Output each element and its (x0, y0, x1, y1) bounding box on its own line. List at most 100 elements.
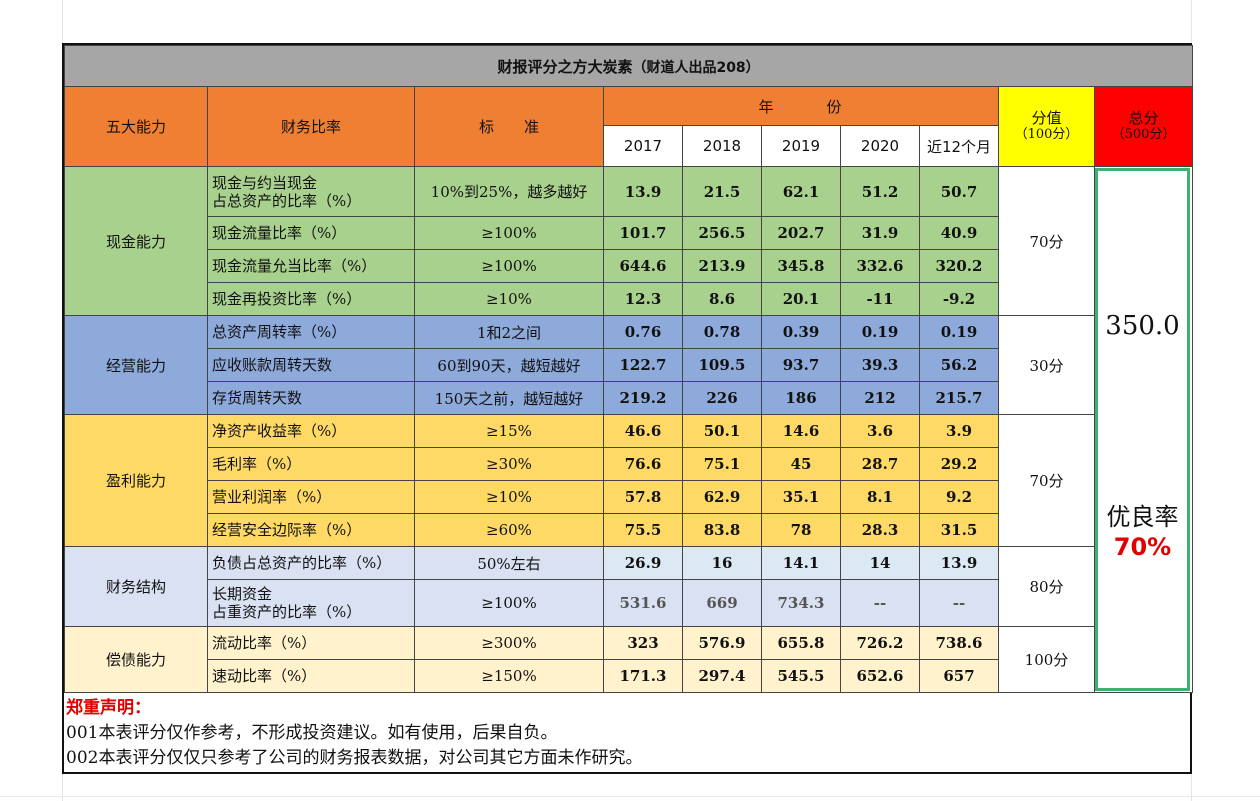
value-cell[interactable]: 101.7 (603, 216, 683, 250)
value-cell[interactable]: 655.8 (761, 626, 841, 660)
header-ability[interactable]: 五大能力 (64, 86, 208, 167)
report-title[interactable]: 财报评分之方大炭素（财道人出品208） (63, 45, 1194, 87)
value-cell[interactable]: 3.9 (919, 414, 999, 448)
value-cell[interactable]: 28.7 (840, 447, 920, 481)
value-cell[interactable]: 202.7 (761, 216, 841, 250)
ratio-name[interactable]: 净资产收益率（%） (207, 414, 415, 448)
value-cell[interactable]: 215.7 (919, 381, 999, 415)
value-cell[interactable]: 0.19 (919, 315, 999, 349)
value-cell[interactable]: 576.9 (682, 626, 762, 660)
ratio-standard[interactable]: ≥10% (414, 282, 604, 316)
value-cell[interactable]: 75.5 (603, 513, 683, 547)
value-cell[interactable]: 26.9 (603, 546, 683, 580)
value-cell[interactable]: 51.2 (840, 166, 920, 217)
header-year[interactable]: 年 份 (603, 86, 999, 126)
value-cell[interactable]: 83.8 (682, 513, 762, 547)
value-cell[interactable]: 122.7 (603, 348, 683, 382)
ratio-name[interactable]: 应收账款周转天数 (207, 348, 415, 382)
ratio-standard[interactable]: ≥100% (414, 579, 604, 627)
ratio-name[interactable]: 负债占总资产的比率（%） (207, 546, 415, 580)
value-cell[interactable]: 13.9 (603, 166, 683, 217)
group-score-0[interactable]: 70分 (998, 166, 1095, 316)
value-cell[interactable]: 320.2 (919, 249, 999, 283)
header-ratio[interactable]: 财务比率 (207, 86, 415, 167)
value-cell[interactable]: 256.5 (682, 216, 762, 250)
ratio-standard[interactable]: ≥10% (414, 480, 604, 514)
value-cell[interactable]: 219.2 (603, 381, 683, 415)
category-2[interactable]: 盈利能力 (64, 414, 208, 547)
value-cell[interactable]: 734.3 (761, 579, 841, 627)
value-cell[interactable]: -11 (840, 282, 920, 316)
value-cell[interactable]: 12.3 (603, 282, 683, 316)
value-cell[interactable]: 76.6 (603, 447, 683, 481)
value-cell[interactable]: 726.2 (840, 626, 920, 660)
value-cell[interactable]: 226 (682, 381, 762, 415)
value-cell[interactable]: 297.4 (682, 659, 762, 693)
value-cell[interactable]: 3.6 (840, 414, 920, 448)
value-cell[interactable]: 29.2 (919, 447, 999, 481)
ratio-name[interactable]: 速动比率（%） (207, 659, 415, 693)
ratio-name[interactable]: 经营安全边际率（%） (207, 513, 415, 547)
value-cell[interactable]: 62.1 (761, 166, 841, 217)
group-score-4[interactable]: 100分 (998, 626, 1095, 693)
category-0[interactable]: 现金能力 (64, 166, 208, 316)
value-cell[interactable]: -- (840, 579, 920, 627)
group-score-2[interactable]: 70分 (998, 414, 1095, 547)
value-cell[interactable]: 46.6 (603, 414, 683, 448)
ratio-name[interactable]: 长期资金 占重资产的比率（%） (207, 579, 415, 627)
value-cell[interactable]: 109.5 (682, 348, 762, 382)
ratio-standard[interactable]: 50%左右 (414, 546, 604, 580)
ratio-standard[interactable]: 1和2之间 (414, 315, 604, 349)
value-cell[interactable]: 323 (603, 626, 683, 660)
ratio-standard[interactable]: 10%到25%，越多越好 (414, 166, 604, 217)
ratio-standard[interactable]: ≥60% (414, 513, 604, 547)
category-1[interactable]: 经营能力 (64, 315, 208, 415)
header-standard[interactable]: 标 准 (414, 86, 604, 167)
value-cell[interactable]: 669 (682, 579, 762, 627)
value-cell[interactable]: 14.1 (761, 546, 841, 580)
value-cell[interactable]: 14.6 (761, 414, 841, 448)
value-cell[interactable]: 45 (761, 447, 841, 481)
disclaimer-title[interactable]: 郑重声明： (66, 698, 151, 718)
value-cell[interactable]: 56.2 (919, 348, 999, 382)
value-cell[interactable]: 31.9 (840, 216, 920, 250)
value-cell[interactable]: 16 (682, 546, 762, 580)
value-cell[interactable]: 35.1 (761, 480, 841, 514)
total-score-box[interactable]: 350.0 优良率 70% (1095, 168, 1190, 691)
ratio-standard[interactable]: ≥300% (414, 626, 604, 660)
value-cell[interactable]: 531.6 (603, 579, 683, 627)
ratio-name[interactable]: 现金再投资比率（%） (207, 282, 415, 316)
value-cell[interactable]: 78 (761, 513, 841, 547)
value-cell[interactable]: 20.1 (761, 282, 841, 316)
disclaimer-line-1[interactable]: 001本表评分仅作参考，不形成投资建议。如有使用，后果自负。 (66, 723, 558, 743)
value-cell[interactable]: 75.1 (682, 447, 762, 481)
ratio-standard[interactable]: ≥30% (414, 447, 604, 481)
ratio-standard[interactable]: ≥100% (414, 249, 604, 283)
value-cell[interactable]: 0.78 (682, 315, 762, 349)
group-score-3[interactable]: 80分 (998, 546, 1095, 627)
ratio-name[interactable]: 现金与约当现金 占总资产的比率（%） (207, 166, 415, 217)
year-header-3[interactable]: 2020 (840, 125, 920, 167)
value-cell[interactable]: 93.7 (761, 348, 841, 382)
value-cell[interactable]: 186 (761, 381, 841, 415)
value-cell[interactable]: 738.6 (919, 626, 999, 660)
value-cell[interactable]: 171.3 (603, 659, 683, 693)
category-4[interactable]: 偿债能力 (64, 626, 208, 693)
header-score[interactable]: 分值 （100分） (998, 86, 1095, 167)
value-cell[interactable]: 13.9 (919, 546, 999, 580)
ratio-name[interactable]: 总资产周转率（%） (207, 315, 415, 349)
value-cell[interactable]: 50.1 (682, 414, 762, 448)
value-cell[interactable]: 8.6 (682, 282, 762, 316)
value-cell[interactable]: 8.1 (840, 480, 920, 514)
value-cell[interactable]: 332.6 (840, 249, 920, 283)
ratio-standard[interactable]: ≥150% (414, 659, 604, 693)
ratio-standard[interactable]: ≥100% (414, 216, 604, 250)
ratio-name[interactable]: 流动比率（%） (207, 626, 415, 660)
ratio-name[interactable]: 营业利润率（%） (207, 480, 415, 514)
value-cell[interactable]: 644.6 (603, 249, 683, 283)
value-cell[interactable]: 14 (840, 546, 920, 580)
value-cell[interactable]: 57.8 (603, 480, 683, 514)
ratio-standard[interactable]: 150天之前，越短越好 (414, 381, 604, 415)
value-cell[interactable]: 39.3 (840, 348, 920, 382)
value-cell[interactable]: 652.6 (840, 659, 920, 693)
